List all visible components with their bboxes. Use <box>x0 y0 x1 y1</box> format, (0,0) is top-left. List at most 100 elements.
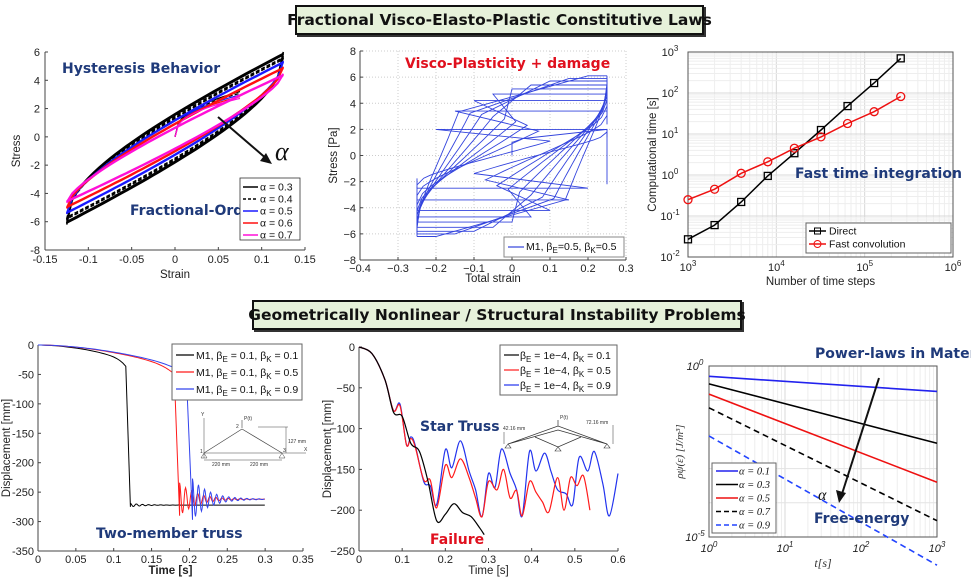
y-tick-label: −8 <box>343 255 356 267</box>
x-tick-label: 0 <box>509 263 515 275</box>
x-axis-label: Number of time steps <box>766 276 876 288</box>
alpha-arrow <box>840 377 880 498</box>
y-tick-label: -150 <box>12 428 34 440</box>
y-tick-label: 100 <box>662 167 679 182</box>
y-tick-label: −100 <box>330 424 355 436</box>
inset-load-label: P(t) <box>244 416 252 422</box>
plot-frame <box>687 51 954 258</box>
x-tick-label: 103 <box>929 540 946 555</box>
legend-box <box>503 236 625 258</box>
series-line-direct <box>687 57 902 240</box>
stress-strain-unload-cycle <box>417 100 608 211</box>
inset-dim-label: 42.16 mm <box>503 426 525 432</box>
y-tick-label: 6 <box>350 72 356 84</box>
annotation-failure: Failure <box>430 532 484 548</box>
legend-label: M1, βE = 0.1, βK = 0.1 <box>196 350 298 364</box>
x-tick-label: 0.1 <box>254 254 269 266</box>
y-tick-label: 101 <box>662 126 679 141</box>
y-tick-label: 2 <box>34 104 40 116</box>
x-tick-label: 0.15 <box>141 554 162 566</box>
legend-label: α = 0.7 <box>260 230 293 242</box>
legend-label: βE = 1e−4, βK = 0.1 <box>520 350 611 364</box>
y-tick-label: 0 <box>28 340 34 352</box>
y-tick-label: 100 <box>687 358 704 373</box>
legend-label: α = 0.9 <box>739 521 771 532</box>
legend-marker-circle <box>813 240 822 248</box>
hysteresis-initial-branch <box>174 97 241 138</box>
data-point-circle <box>736 168 746 178</box>
y-tick-label: −50 <box>336 383 355 395</box>
x-tick-label: 102 <box>853 540 870 555</box>
inset-node-label: 2 <box>236 424 239 430</box>
y-tick-label: 0 <box>34 132 40 144</box>
hysteresis-loop-lower <box>66 55 285 219</box>
y-tick-label: 4 <box>350 98 356 110</box>
alpha-arrowhead <box>260 153 272 164</box>
y-tick-label: -100 <box>12 399 34 411</box>
data-point-circle <box>869 107 879 117</box>
hysteresis-loop-lower <box>66 57 285 220</box>
series-line-fast-convolution <box>687 95 902 201</box>
hysteresis-loop-upper <box>65 56 284 220</box>
data-point-square <box>843 101 852 111</box>
data-point-circle <box>842 118 853 129</box>
hysteresis-loop-lower <box>66 73 284 202</box>
y-tick-label: 10-2 <box>660 249 680 264</box>
x-tick-label: 106 <box>945 259 962 274</box>
legend-marker-square <box>814 227 821 235</box>
inset-dim-label: 72.16 mm <box>586 420 608 426</box>
y-tick-label: -200 <box>12 458 34 470</box>
x-tick-label: 0.25 <box>217 554 238 566</box>
data-point-square <box>869 78 879 88</box>
data-point-circle <box>763 157 773 167</box>
viscoplasticity-chart: −0.4 −0.3 −0.2 −0.1 0 0.1 0.2 0.3 −8 −6 −4 −2 0 2 4 6 8 T… <box>328 46 634 285</box>
data-point-square <box>710 220 719 230</box>
x-tick-label: 0.2 <box>580 263 595 275</box>
x-tick-label: 0.3 <box>618 263 633 275</box>
y-tick-label: −200 <box>330 505 355 517</box>
legend-label: M1, βE = 0.1, βK = 0.5 <box>196 367 298 381</box>
inset-dim-label: 127 mm <box>288 439 306 445</box>
x-axis-label: Time [s] <box>149 565 193 577</box>
legend-label: Fast convolution <box>829 239 906 251</box>
legend-box <box>499 344 618 396</box>
x-tick-label: 103 <box>680 259 697 274</box>
stress-strain-load-cycle <box>416 100 607 211</box>
y-tick-label: 0 <box>350 151 356 163</box>
x-tick-label: 0.4 <box>524 554 539 566</box>
inset-node-label: 3 <box>283 448 286 454</box>
x-tick-label: −0.4 <box>349 263 371 275</box>
truss-member <box>203 428 243 454</box>
data-point-circle <box>683 195 693 205</box>
relaxation-line <box>708 435 938 566</box>
y-tick-label: -250 <box>12 487 34 499</box>
y-tick-label: -50 <box>18 369 34 381</box>
inset-load-label: P(t) <box>560 415 568 421</box>
x-tick-label: −0.3 <box>387 263 409 275</box>
x-tick-label: -0.15 <box>32 254 57 266</box>
stress-strain-load-cycle <box>416 77 607 234</box>
x-tick-label: 0.2 <box>182 554 197 566</box>
banner-title: Geometrically Nonlinear / Structural Ins… <box>248 306 746 324</box>
data-point-square <box>896 54 905 63</box>
y-tick-label: -2 <box>30 160 40 172</box>
section-banner-constitutive-laws: Fractional Visco-Elasto-Plastic Constitu… <box>287 5 712 35</box>
data-point-circle <box>896 91 906 102</box>
x-tick-label: 100 <box>701 540 718 555</box>
y-tick-label: 4 <box>34 75 40 87</box>
truss-member <box>241 428 283 454</box>
annotation-fractional-order: Fractional-Order <box>130 203 260 219</box>
support-pin <box>278 452 286 459</box>
stress-strain-load-cycle <box>416 75 607 237</box>
x-tick-label: 0.35 <box>292 554 313 566</box>
y-axis-label: Displacement [mm] <box>1 399 13 497</box>
x-tick-label: 0 <box>35 554 41 566</box>
legend-box <box>239 177 301 241</box>
legend-label: βE = 1e−4, βK = 0.9 <box>520 380 611 394</box>
inset-node-label: 1 <box>200 449 203 455</box>
x-tick-label: 0.6 <box>610 554 625 566</box>
annotation-two-member-truss: Two-member truss <box>96 526 243 542</box>
stress-strain-load-cycle <box>416 128 607 189</box>
inset-dim-label: 220 mm <box>250 462 268 468</box>
